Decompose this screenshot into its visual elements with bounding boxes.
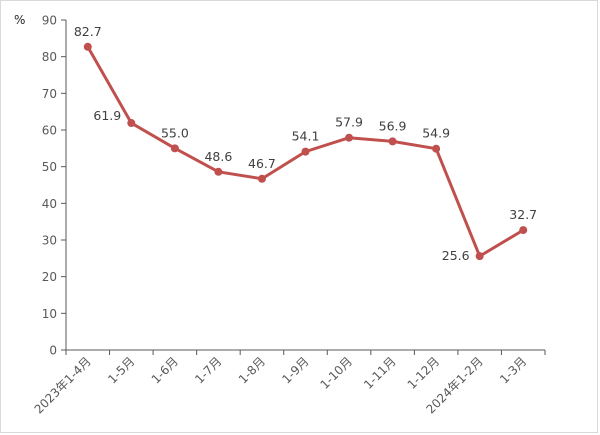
y-tick-label: 40 [42, 197, 57, 211]
data-point [388, 137, 397, 146]
data-label: 61.9 [93, 108, 121, 123]
data-label: 54.1 [292, 129, 320, 144]
y-tick-label: 70 [42, 87, 57, 101]
data-point [432, 144, 441, 153]
y-tick-label: 30 [42, 234, 57, 248]
data-point [345, 133, 354, 142]
data-label: 82.7 [74, 24, 102, 39]
x-tick-label: 1-12月 [405, 354, 443, 392]
data-point [257, 174, 266, 183]
x-tick-label: 1-7月 [192, 354, 224, 386]
x-tick-label: 1-3月 [497, 354, 529, 386]
y-tick-label: 10 [42, 307, 57, 321]
data-labels: 82.7 61.9 55.0 48.6 46.7 54.1 57.9 56.9 54.9 25.6… [74, 24, 537, 263]
x-tick-label: 1-5月 [105, 354, 137, 386]
data-point [519, 226, 528, 235]
data-label: 55.0 [161, 125, 189, 140]
x-axis: 2023年1-4月 1-5月 1-6月 1-7月 1-8月 1-9月 1-10月 1-11月 1… [32, 349, 546, 417]
y-tick-label: 0 [49, 344, 57, 358]
x-tick-label: 1-8月 [236, 354, 268, 386]
data-point [301, 147, 310, 156]
data-point [83, 42, 92, 51]
data-label: 56.9 [379, 118, 407, 133]
y-axis-unit-label: % [14, 13, 25, 27]
x-tick-label: 1-9月 [279, 354, 311, 386]
y-tick-label: 80 [42, 50, 57, 64]
data-label: 57.9 [335, 115, 363, 130]
data-label: 48.6 [204, 149, 232, 164]
y-tick-label: 20 [42, 270, 57, 284]
y-tick-label: 90 [42, 14, 57, 28]
data-label: 54.9 [422, 126, 450, 141]
data-point [214, 167, 223, 176]
x-tick-label: 1-10月 [318, 354, 356, 392]
y-tick-label: 60 [42, 124, 57, 138]
data-label: 32.7 [509, 207, 537, 222]
x-tick-label: 1-11月 [361, 354, 399, 392]
data-point [170, 144, 179, 153]
y-tick-label: 50 [42, 160, 57, 174]
y-axis: 0 10 20 30 40 50 60 70 80 90 [42, 14, 67, 358]
data-label: 46.7 [248, 156, 276, 171]
data-point [475, 252, 484, 261]
series-line [83, 42, 528, 261]
data-label: 25.6 [442, 248, 470, 263]
data-point [127, 119, 136, 128]
x-tick-label: 1-6月 [149, 354, 181, 386]
x-tick-label: 2023年1-4月 [32, 354, 94, 416]
